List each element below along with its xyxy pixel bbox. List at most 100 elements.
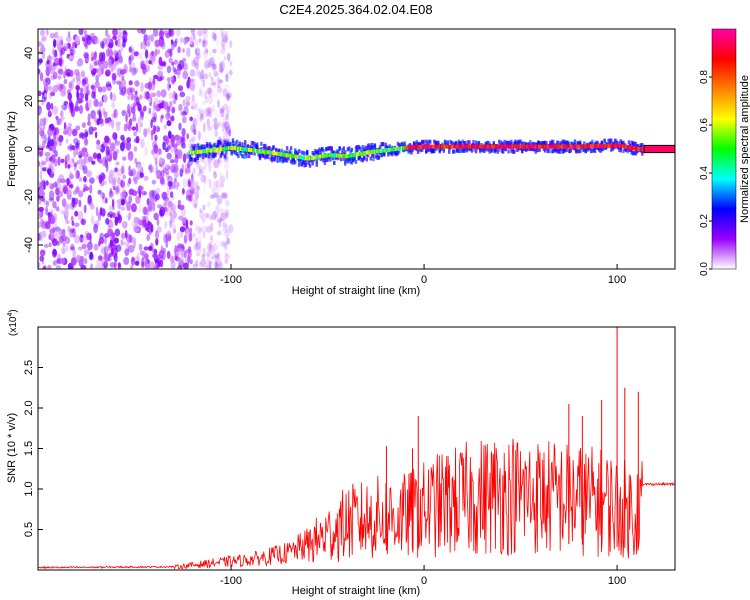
heatmap-cell <box>220 212 226 222</box>
heatmap-cell <box>63 101 69 106</box>
heatmap-cell <box>70 215 74 222</box>
heatmap-cell <box>175 181 178 186</box>
heatmap-cell <box>235 146 239 151</box>
heatmap-cell <box>294 160 297 165</box>
heatmap-cell <box>344 150 347 155</box>
heatmap-cell <box>228 224 234 234</box>
heatmap-cell <box>146 234 150 241</box>
heatmap-cell <box>434 144 437 149</box>
heatmap-cell <box>149 166 155 173</box>
heatmap-cell <box>150 223 154 233</box>
heatmap-cell <box>128 188 135 196</box>
heatmap-cell <box>69 228 75 234</box>
heatmap-cell <box>39 170 43 180</box>
heatmap-cell <box>284 158 287 163</box>
heatmap-cell <box>195 56 200 64</box>
heatmap-cell <box>503 144 506 149</box>
heatmap-cell <box>51 228 57 238</box>
heatmap-cell <box>204 107 210 118</box>
heatmap-cell <box>533 147 536 152</box>
heatmap-cell <box>203 59 210 69</box>
heatmap-cell <box>76 89 79 100</box>
heatmap-cell <box>512 141 516 146</box>
heatmap-cell <box>177 199 181 206</box>
heatmap-cell <box>235 152 239 157</box>
heatmap-cell <box>110 64 114 73</box>
heatmap-cell <box>565 148 568 152</box>
heatmap-cell <box>391 152 394 157</box>
heatmap-cell <box>252 141 255 145</box>
heatmap-cell <box>419 144 422 149</box>
heatmap-cell <box>592 148 595 153</box>
heatmap-cell <box>101 86 107 93</box>
heatmap-cell <box>156 187 161 193</box>
heatmap-cell <box>253 148 256 153</box>
heatmap-cell <box>289 146 293 151</box>
heatmap-cell <box>430 144 433 149</box>
heatmap-cell <box>38 161 41 167</box>
heatmap-cell <box>543 144 547 149</box>
heatmap-cell <box>168 29 173 37</box>
heatmap-cell <box>214 70 218 78</box>
heatmap-cell <box>128 118 133 127</box>
heatmap-cell <box>63 78 68 85</box>
heatmap-cell <box>589 149 593 154</box>
heatmap-cell <box>610 143 613 148</box>
heatmap-cell <box>169 115 175 122</box>
heatmap-cell <box>63 71 66 79</box>
heatmap-cell <box>101 209 105 215</box>
heatmap-cell <box>158 56 163 66</box>
heatmap-cell <box>143 175 149 181</box>
heatmap-cell <box>448 144 451 149</box>
heatmap-cell <box>361 151 364 156</box>
heatmap-cell <box>57 178 62 184</box>
heatmap-cell <box>89 203 95 210</box>
heatmap-cell <box>83 38 88 48</box>
heatmap-cell <box>502 142 505 147</box>
heatmap-cell <box>277 151 281 156</box>
heatmap-cell <box>260 141 263 146</box>
heatmap-cell <box>219 87 223 93</box>
heatmap-cell <box>150 265 156 269</box>
heatmap-cell <box>204 90 208 100</box>
heatmap-cell <box>81 70 85 78</box>
heatmap-cell <box>66 126 73 137</box>
heatmap-cell <box>346 159 350 164</box>
heatmap-cell <box>534 144 537 149</box>
heatmap-cell <box>435 140 439 145</box>
heatmap-cell <box>119 90 125 96</box>
heatmap-cell <box>69 174 74 180</box>
heatmap-cell <box>194 157 197 162</box>
heatmap-cell <box>85 151 89 157</box>
heatmap-cell <box>157 70 164 78</box>
heatmap-cell <box>224 229 230 239</box>
heatmap-cell <box>137 52 144 60</box>
heatmap-cell <box>369 150 372 155</box>
heatmap-cell <box>53 57 59 64</box>
heatmap-cell <box>541 144 544 149</box>
heatmap-cell <box>566 144 570 149</box>
heatmap-cell <box>199 88 203 96</box>
heatmap-cell <box>219 182 225 188</box>
heatmap-cell <box>519 144 522 149</box>
heatmap-cell <box>196 156 200 160</box>
heatmap-cell <box>231 145 235 150</box>
heatmap-cell <box>117 49 122 59</box>
heatmap-cell <box>56 137 61 142</box>
heatmap-cell <box>226 109 230 118</box>
heatmap-cell <box>561 144 564 149</box>
heatmap-cell <box>523 142 527 147</box>
heatmap-cell <box>571 141 574 146</box>
heatmap-cell <box>438 149 441 154</box>
heatmap-cell <box>581 147 585 152</box>
heatmap-cell <box>190 136 196 142</box>
heatmap-cell <box>303 151 306 156</box>
heatmap-cell <box>194 48 198 56</box>
heatmap-cell <box>58 137 63 147</box>
heatmap-cell <box>212 159 217 169</box>
heatmap-cell <box>134 93 138 99</box>
heatmap-cell <box>117 262 121 268</box>
x-tick-label: 100 <box>608 575 626 587</box>
heatmap-cell <box>369 147 372 152</box>
heatmap-cell <box>225 143 228 147</box>
